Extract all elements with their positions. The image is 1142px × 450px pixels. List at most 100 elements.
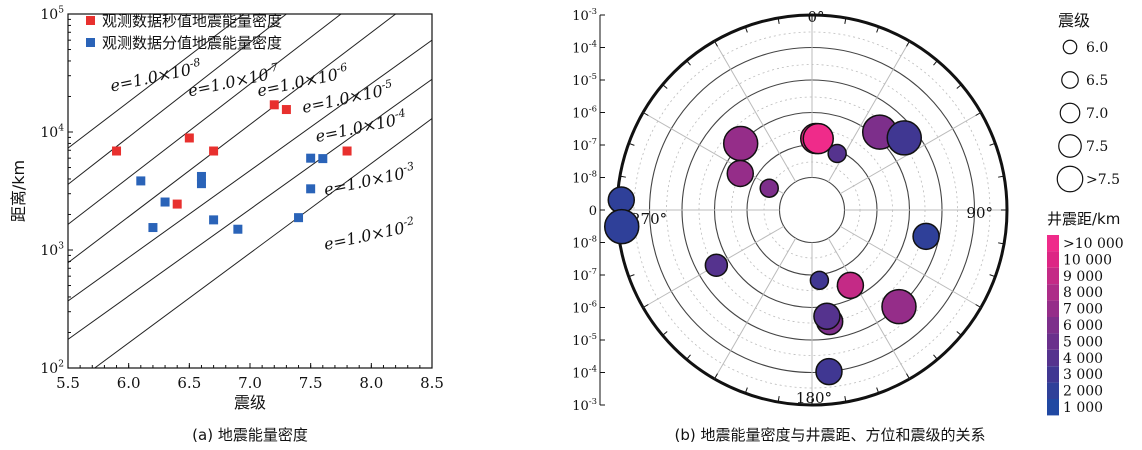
caption: (a) 地震能量密度	[192, 426, 308, 444]
x-tick-label: 6.0	[117, 374, 141, 392]
reference-line	[94, 118, 432, 368]
bubble	[827, 143, 847, 164]
radial-tick-label: 10-6	[572, 299, 597, 317]
bubble	[722, 125, 759, 162]
bubble	[813, 302, 841, 330]
angle-tick	[998, 242, 1005, 245]
radial-tick-label: 10-8	[572, 234, 597, 252]
x-tick-label: 5.5	[56, 374, 80, 392]
x-tick-label: 7.0	[238, 374, 262, 392]
data-point	[306, 153, 316, 163]
reference-line	[68, 14, 245, 149]
bubble	[704, 253, 729, 277]
reference-line-label: e=1.0×10-4	[313, 106, 408, 146]
angle-tick	[876, 387, 880, 394]
bubble	[726, 159, 755, 188]
reference-line-label: e=1.0×10-2	[322, 214, 417, 254]
reference-line	[68, 14, 342, 225]
color-legend-swatch	[1047, 382, 1059, 399]
color-legend-swatch	[1047, 284, 1059, 301]
grid-spoke	[839, 225, 982, 308]
angle-tick	[744, 26, 748, 33]
size-legend-label: 6.5	[1086, 73, 1108, 89]
radial-tick-label: 10-7	[572, 136, 597, 154]
angle-tick	[714, 40, 718, 47]
angle-tick	[714, 373, 718, 380]
radial-tick-label: 10-5	[572, 71, 597, 89]
angle-tick	[642, 304, 649, 308]
color-legend-label: 7 000	[1063, 302, 1103, 318]
angle-tick	[686, 60, 691, 66]
color-legend-swatch	[1047, 317, 1059, 334]
caption: (b) 地震能量密度与井震距、方位和震级的关系	[675, 426, 986, 444]
data-point	[196, 179, 206, 189]
angle-tick	[906, 373, 910, 380]
color-legend-label: 9 000	[1063, 269, 1103, 285]
size-legend-circle	[1059, 102, 1081, 124]
angle-tick	[628, 142, 635, 146]
size-legend-circle	[1062, 39, 1078, 55]
x-tick-label: 8.5	[420, 374, 444, 392]
bubble	[881, 288, 917, 325]
legend-marker	[86, 38, 95, 47]
bubble	[802, 122, 834, 155]
angle-tick	[989, 274, 996, 278]
y-tick-label: 102	[40, 360, 64, 377]
x-tick-label: 8.0	[359, 374, 383, 392]
reference-lines	[68, 14, 432, 368]
legend-marker	[86, 16, 95, 25]
bubbles	[603, 114, 940, 386]
angle-tick	[844, 396, 847, 403]
bubble	[809, 270, 830, 291]
angle-tick	[933, 60, 938, 66]
angle-tick	[642, 112, 649, 116]
data-point	[196, 171, 206, 181]
polar-bubble-chart: 10-3 10-4 10-5 10-6 10-7 10-8 0 10-8 10-7 10-6 10-…	[572, 6, 1124, 444]
radial-tick-label: 10-3	[572, 6, 597, 24]
color-legend-swatch	[1047, 235, 1059, 252]
angle-tick	[619, 175, 626, 178]
x-axis-label: 震级	[234, 393, 266, 412]
angle-tick	[989, 142, 996, 146]
angle-tick	[777, 17, 780, 24]
bubble	[815, 357, 843, 386]
color-legend-title: 井震距/km	[1047, 210, 1120, 228]
radial-tick-label: 10-4	[572, 364, 597, 382]
angle-tick	[956, 331, 962, 336]
radial-tick-label: 10-7	[572, 266, 597, 284]
data-point	[209, 146, 219, 156]
angle-label-270: 270°	[631, 210, 667, 228]
color-legend-label: 10 000	[1063, 252, 1112, 268]
angle-tick	[933, 354, 938, 360]
data-point	[294, 213, 304, 223]
data-point	[269, 100, 279, 110]
y-tick-label: 103	[40, 242, 64, 259]
size-legend-label: >7.5	[1086, 172, 1120, 188]
color-legend-swatch	[1047, 251, 1059, 268]
angle-tick	[744, 387, 748, 394]
color-legend-label: 1 000	[1063, 400, 1103, 416]
size-legend-label: 6.0	[1086, 40, 1108, 56]
angle-tick	[876, 26, 880, 33]
data-point	[281, 105, 291, 115]
grid-spoke	[827, 237, 910, 380]
color-legend-swatch	[1047, 399, 1059, 416]
color-legend-swatch	[1047, 300, 1059, 317]
grid-spoke	[642, 112, 785, 195]
radial-tick-label: 10-5	[572, 331, 597, 349]
radial-tick-label: 0	[589, 204, 597, 219]
data-point	[184, 133, 194, 143]
radial-tick-label: 10-6	[572, 104, 597, 122]
radial-tick-label: 10-3	[572, 396, 597, 414]
size-legend-title: 震级	[1058, 11, 1090, 30]
reference-line	[68, 14, 396, 264]
angle-tick	[628, 274, 635, 278]
y-tick-label: 105	[40, 6, 64, 23]
size-legend-circle	[1061, 71, 1079, 89]
color-legend-label: 8 000	[1063, 285, 1103, 301]
angle-tick	[844, 17, 847, 24]
size-legend-circle	[1058, 134, 1082, 158]
color-legend-swatch	[1047, 366, 1059, 383]
data-point	[172, 199, 182, 209]
color-legend-label: 3 000	[1063, 367, 1103, 383]
